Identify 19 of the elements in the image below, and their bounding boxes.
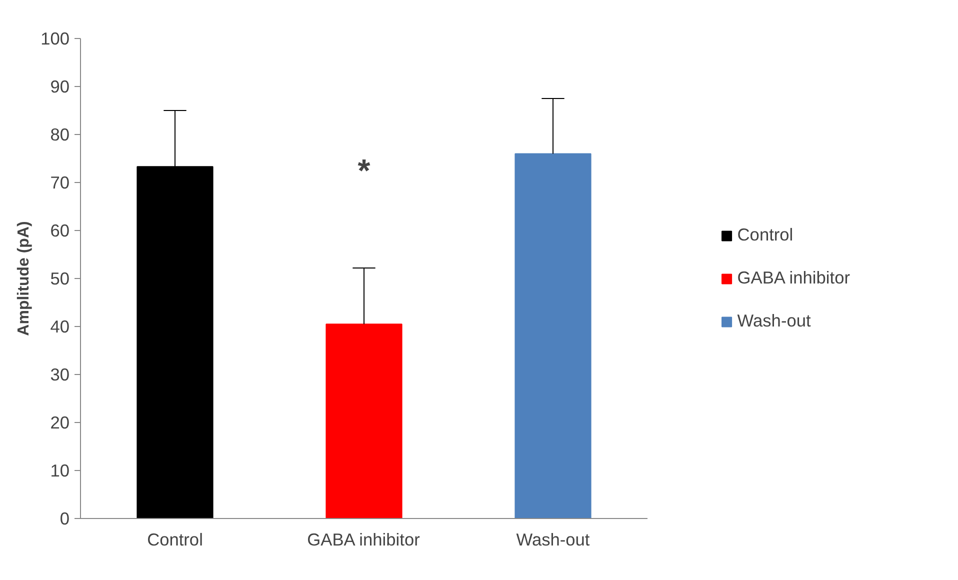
y-tick-label: 60 [50, 220, 70, 240]
y-tick-label: 90 [50, 76, 70, 96]
x-tick-label: GABA inhibitor [307, 530, 420, 550]
y-tick-label: 40 [50, 316, 70, 336]
y-axis-title: Amplitude (pA) [16, 221, 33, 336]
y-tick-label: 10 [50, 460, 70, 480]
y-tick-label: 0 [60, 508, 70, 528]
x-tick-label: Wash-out [516, 530, 590, 550]
legend-label: Control [737, 224, 794, 246]
x-tick-label: Control [147, 530, 203, 550]
y-tick-label: 20 [50, 412, 70, 432]
y-tick-label: 70 [50, 172, 70, 192]
y-tick-label: 100 [40, 28, 70, 48]
legend-label: Wash-out [737, 310, 811, 332]
annotation: * [358, 152, 371, 188]
y-tick-label: 80 [50, 124, 70, 144]
y-tick-label: 30 [50, 364, 70, 384]
y-tick-label: 50 [50, 268, 70, 288]
legend-label: GABA inhibitor [737, 268, 850, 288]
